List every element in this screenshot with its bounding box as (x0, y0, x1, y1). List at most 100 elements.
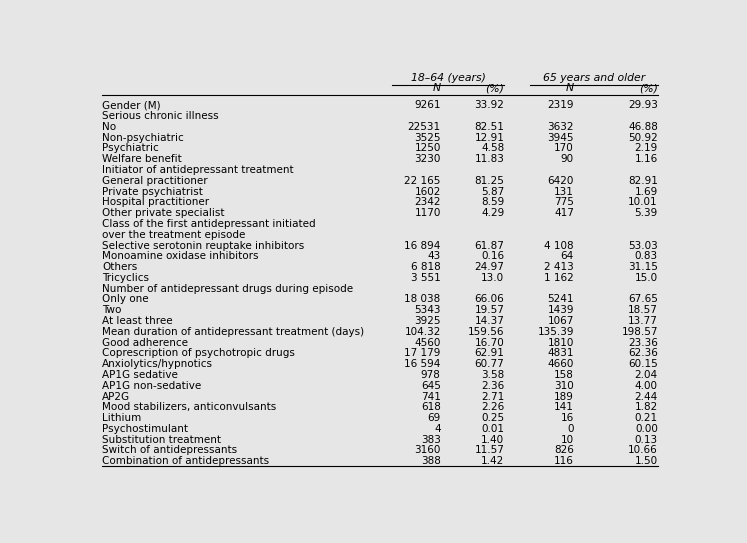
Text: Serious chronic illness: Serious chronic illness (102, 111, 219, 121)
Text: Initiator of antidepressant treatment: Initiator of antidepressant treatment (102, 165, 294, 175)
Text: 16: 16 (561, 413, 574, 423)
Text: 1067: 1067 (548, 316, 574, 326)
Text: Substitution treatment: Substitution treatment (102, 435, 221, 445)
Text: At least three: At least three (102, 316, 173, 326)
Text: AP1G non-sedative: AP1G non-sedative (102, 381, 201, 391)
Text: over the treatment episode: over the treatment episode (102, 230, 246, 239)
Text: Selective serotonin reuptake inhibitors: Selective serotonin reuptake inhibitors (102, 241, 304, 250)
Text: 31.15: 31.15 (628, 262, 658, 272)
Text: 18 038: 18 038 (404, 294, 441, 305)
Text: 158: 158 (554, 370, 574, 380)
Text: 1810: 1810 (548, 338, 574, 348)
Text: Psychiatric: Psychiatric (102, 143, 159, 154)
Text: 3945: 3945 (548, 132, 574, 143)
Text: N: N (433, 83, 441, 93)
Text: 62.91: 62.91 (474, 349, 504, 358)
Text: 60.15: 60.15 (628, 359, 658, 369)
Text: 3632: 3632 (548, 122, 574, 132)
Text: Good adherence: Good adherence (102, 338, 188, 348)
Text: AP2G: AP2G (102, 392, 130, 401)
Text: Hospital practitioner: Hospital practitioner (102, 197, 209, 207)
Text: Non-psychiatric: Non-psychiatric (102, 132, 184, 143)
Text: 10.66: 10.66 (628, 445, 658, 456)
Text: 13.77: 13.77 (628, 316, 658, 326)
Text: 618: 618 (421, 402, 441, 412)
Text: 5241: 5241 (548, 294, 574, 305)
Text: 18–64 (years): 18–64 (years) (411, 73, 486, 83)
Text: 16 594: 16 594 (404, 359, 441, 369)
Text: 60.77: 60.77 (474, 359, 504, 369)
Text: 775: 775 (554, 197, 574, 207)
Text: Mean duration of antidepressant treatment (days): Mean duration of antidepressant treatmen… (102, 327, 365, 337)
Text: 104.32: 104.32 (404, 327, 441, 337)
Text: 4: 4 (434, 424, 441, 434)
Text: 67.65: 67.65 (628, 294, 658, 305)
Text: N: N (565, 83, 574, 93)
Text: 12.91: 12.91 (474, 132, 504, 143)
Text: No: No (102, 122, 117, 132)
Text: 131: 131 (554, 187, 574, 197)
Text: 22 165: 22 165 (404, 176, 441, 186)
Text: Welfare benefit: Welfare benefit (102, 154, 182, 164)
Text: (%): (%) (486, 83, 504, 93)
Text: 53.03: 53.03 (628, 241, 658, 250)
Text: 2.71: 2.71 (481, 392, 504, 401)
Text: 3 551: 3 551 (411, 273, 441, 283)
Text: 2.04: 2.04 (635, 370, 658, 380)
Text: 13.0: 13.0 (481, 273, 504, 283)
Text: 5.39: 5.39 (635, 208, 658, 218)
Text: Others: Others (102, 262, 137, 272)
Text: Gender (M): Gender (M) (102, 100, 161, 110)
Text: 741: 741 (421, 392, 441, 401)
Text: 0: 0 (568, 424, 574, 434)
Text: 3525: 3525 (415, 132, 441, 143)
Text: 16.70: 16.70 (474, 338, 504, 348)
Text: 388: 388 (421, 456, 441, 466)
Text: 18.57: 18.57 (628, 305, 658, 315)
Text: 1.42: 1.42 (481, 456, 504, 466)
Text: 1.40: 1.40 (481, 435, 504, 445)
Text: 6 818: 6 818 (411, 262, 441, 272)
Text: Two: Two (102, 305, 122, 315)
Text: 1.50: 1.50 (635, 456, 658, 466)
Text: 1439: 1439 (548, 305, 574, 315)
Text: 645: 645 (421, 381, 441, 391)
Text: 14.37: 14.37 (474, 316, 504, 326)
Text: 978: 978 (421, 370, 441, 380)
Text: 2.19: 2.19 (635, 143, 658, 154)
Text: 5343: 5343 (415, 305, 441, 315)
Text: 2 413: 2 413 (544, 262, 574, 272)
Text: 23.36: 23.36 (628, 338, 658, 348)
Text: 4.29: 4.29 (481, 208, 504, 218)
Text: Class of the first antidepressant initiated: Class of the first antidepressant initia… (102, 219, 316, 229)
Text: 5.87: 5.87 (481, 187, 504, 197)
Text: Private psychiatrist: Private psychiatrist (102, 187, 203, 197)
Text: 3.58: 3.58 (481, 370, 504, 380)
Text: 0.83: 0.83 (635, 251, 658, 261)
Text: 24.97: 24.97 (474, 262, 504, 272)
Text: 1 162: 1 162 (544, 273, 574, 283)
Text: 116: 116 (554, 456, 574, 466)
Text: 2342: 2342 (415, 197, 441, 207)
Text: 4831: 4831 (548, 349, 574, 358)
Text: 33.92: 33.92 (474, 100, 504, 110)
Text: 2.26: 2.26 (481, 402, 504, 412)
Text: Switch of antidepressants: Switch of antidepressants (102, 445, 238, 456)
Text: 4.00: 4.00 (635, 381, 658, 391)
Text: Combination of antidepressants: Combination of antidepressants (102, 456, 269, 466)
Text: 189: 189 (554, 392, 574, 401)
Text: Psychostimulant: Psychostimulant (102, 424, 188, 434)
Text: Only one: Only one (102, 294, 149, 305)
Text: 19.57: 19.57 (474, 305, 504, 315)
Text: 82.91: 82.91 (628, 176, 658, 186)
Text: Lithium: Lithium (102, 413, 141, 423)
Text: 43: 43 (427, 251, 441, 261)
Text: 0.25: 0.25 (481, 413, 504, 423)
Text: 417: 417 (554, 208, 574, 218)
Text: 22531: 22531 (408, 122, 441, 132)
Text: 1602: 1602 (415, 187, 441, 197)
Text: 2.44: 2.44 (635, 392, 658, 401)
Text: Anxiolytics/hypnotics: Anxiolytics/hypnotics (102, 359, 213, 369)
Text: Monoamine oxidase inhibitors: Monoamine oxidase inhibitors (102, 251, 258, 261)
Text: 1170: 1170 (415, 208, 441, 218)
